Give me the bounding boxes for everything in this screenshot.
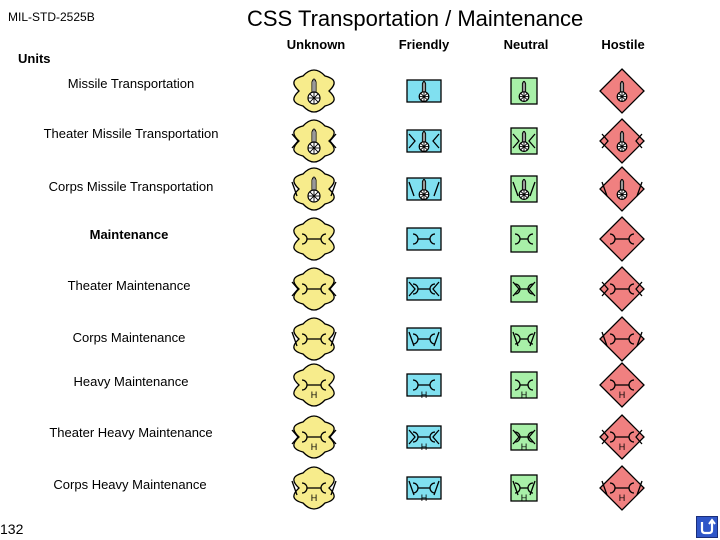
heavy-letter: H [421,442,428,452]
column-header-hostile: Hostile [601,37,645,52]
hostile-symbol-3 [599,216,645,262]
neutral-symbol-3 [510,225,538,253]
heavy-letter: H [619,442,626,452]
column-header-unknown: Unknown [286,37,346,52]
unknown-symbol-0 [293,69,335,113]
slide-number: 132 [0,521,24,537]
friendly-symbol-3 [406,227,442,251]
section-label-units: Units [18,51,51,66]
heavy-letter: H [521,442,528,452]
friendly-symbol-2 [406,177,442,201]
friendly-symbol-0 [406,79,442,103]
heavy-letter: H [619,390,626,400]
neutral-symbol-1 [510,127,538,155]
hostile-symbol-5 [599,316,645,362]
neutral-symbol-5 [510,325,538,353]
neutral-symbol-6: H [510,371,538,400]
hostile-symbol-1 [599,118,645,164]
hostile-symbol-4 [599,266,645,312]
heavy-letter: H [311,442,318,452]
row-label-heavy-maintenance: Heavy Maintenance [73,374,189,389]
friendly-symbol-6: H [406,373,442,400]
friendly-symbol-1 [406,129,442,153]
row-label-corps-maintenance: Corps Maintenance [72,330,186,345]
hostile-symbol-7: H [599,414,645,460]
row-label-corps-missile-transportation: Corps Missile Transportation [48,179,214,194]
heavy-letter: H [421,390,428,400]
friendly-symbol-7: H [406,425,442,452]
neutral-symbol-4 [510,275,538,303]
heavy-letter: H [311,493,318,503]
row-label-corps-heavy-maintenance: Corps Heavy Maintenance [53,477,207,492]
unknown-symbol-2 [291,167,337,211]
return-arrow-icon[interactable] [696,516,718,538]
unknown-symbol-1 [291,119,337,163]
standard-label: MIL-STD-2525B [8,10,95,24]
neutral-symbol-8: H [510,474,538,503]
column-header-friendly: Friendly [398,37,450,52]
unknown-symbol-4 [291,267,337,311]
heavy-letter: H [619,493,626,503]
friendly-symbol-5 [406,327,442,351]
unknown-symbol-8: H [291,466,337,510]
neutral-symbol-0 [510,77,538,105]
unknown-symbol-7: H [291,415,337,459]
neutral-symbol-2 [510,175,538,203]
row-label-theater-missile-transportation: Theater Missile Transportation [43,126,219,141]
hostile-symbol-0 [599,68,645,114]
row-label-theater-heavy-maintenance: Theater Heavy Maintenance [49,425,213,440]
neutral-symbol-7: H [510,423,538,452]
row-label-missile-transportation: Missile Transportation [67,76,195,91]
unknown-symbol-3 [293,217,335,261]
column-header-neutral: Neutral [503,37,549,52]
hostile-symbol-6: H [599,362,645,408]
row-label-theater-maintenance: Theater Maintenance [67,278,191,293]
hostile-symbol-8: H [599,465,645,511]
row-label-maintenance: Maintenance [89,227,169,242]
heavy-letter: H [421,493,428,503]
heavy-letter: H [521,493,528,503]
hostile-symbol-2 [599,166,645,212]
unknown-symbol-6: H [293,363,335,407]
page-title: CSS Transportation / Maintenance [247,6,584,31]
heavy-letter: H [521,390,528,400]
heavy-letter: H [311,390,318,400]
friendly-symbol-8: H [406,476,442,503]
friendly-symbol-4 [406,277,442,301]
unknown-symbol-5 [291,317,337,361]
